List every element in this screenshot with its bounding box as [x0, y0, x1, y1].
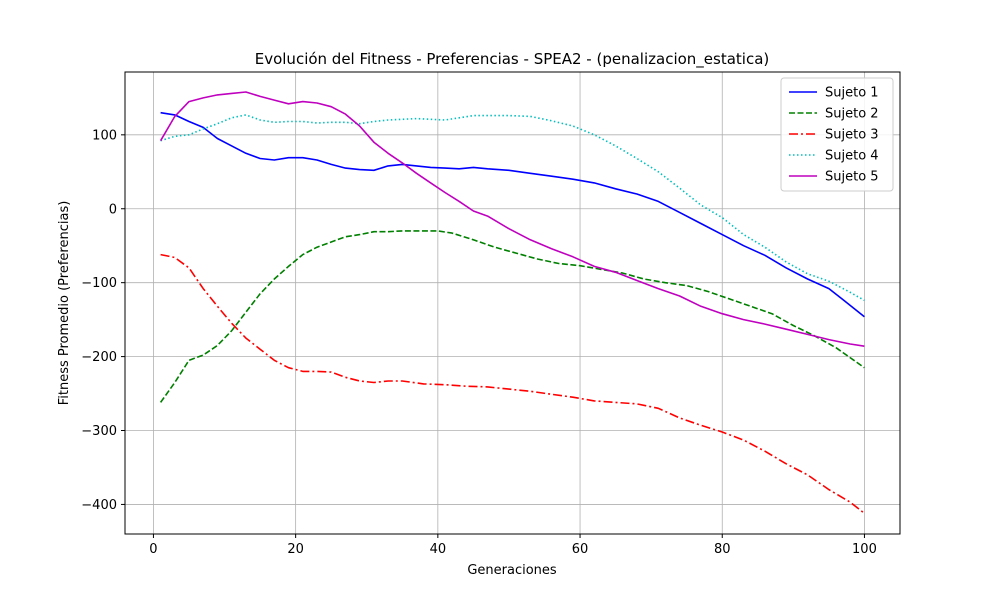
- grid: [125, 72, 900, 534]
- y-tick-label: −400: [81, 498, 117, 513]
- x-tick-label: 0: [149, 542, 157, 557]
- x-tick-label: 40: [430, 542, 447, 557]
- series-layer: [159, 91, 865, 514]
- y-tick-label: −200: [81, 350, 117, 365]
- legend-label-1: Sujeto 1: [825, 86, 879, 101]
- legend-label-5: Sujeto 5: [825, 170, 879, 185]
- y-tick-label: 100: [92, 128, 117, 143]
- x-tick-label: 20: [287, 542, 304, 557]
- series-line-2: [159, 230, 865, 403]
- series-line-3: [160, 253, 865, 514]
- x-tick-label: 80: [714, 542, 731, 557]
- legend-label-4: Sujeto 4: [825, 149, 879, 164]
- y-tick-label: 0: [109, 202, 117, 217]
- series-line-5: [159, 91, 865, 347]
- legend: Sujeto 1 Sujeto 2 Sujeto 3 Sujeto 4 Sujeto 5: [780, 77, 894, 192]
- y-tick-label: −300: [81, 424, 117, 439]
- y-axis-label: Fitness Promedio (Preferencias): [57, 201, 72, 406]
- series-line-1: [160, 111, 865, 318]
- plot-frame: [124, 71, 901, 535]
- x-tick-label: 100: [852, 542, 877, 557]
- series-line-4: [160, 114, 865, 302]
- x-axis-label: Generaciones: [467, 563, 557, 578]
- ticks: 0 20 40 60 80 100 −400 −300 −200 −100 0 100: [81, 128, 877, 557]
- legend-box: [780, 77, 894, 192]
- legend-label-3: Sujeto 3: [825, 128, 879, 143]
- legend-label-2: Sujeto 2: [825, 107, 879, 122]
- x-tick-label: 60: [572, 542, 589, 557]
- chart-title: Evolución del Fitness - Preferencias - S…: [255, 50, 770, 69]
- y-tick-label: −100: [81, 276, 117, 291]
